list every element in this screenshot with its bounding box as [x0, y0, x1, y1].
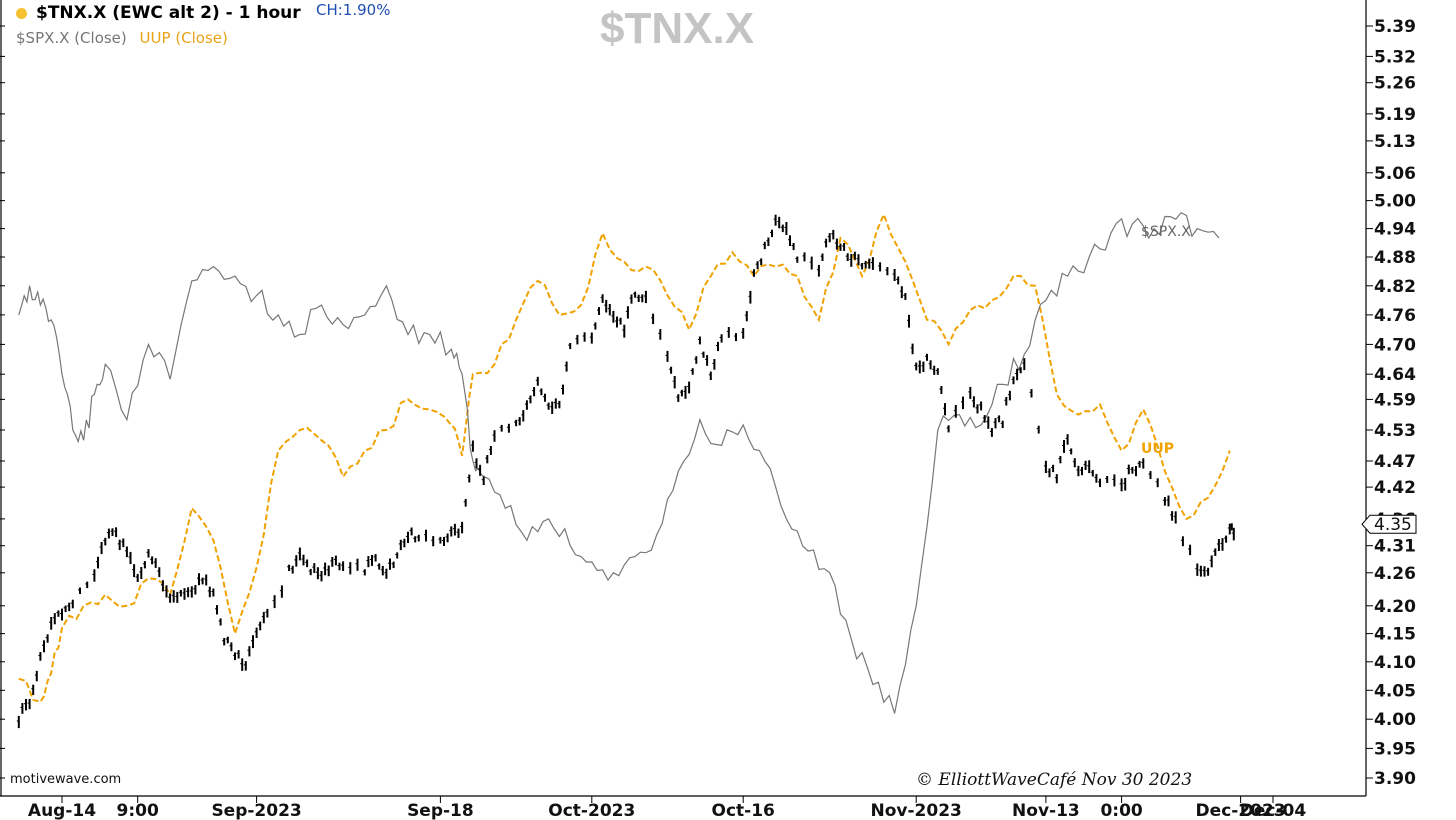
last-value-label: 4.35	[1374, 515, 1412, 535]
x-tick-label: Aug-14	[28, 801, 96, 820]
series-dot-icon	[16, 8, 27, 19]
y-tick-label: 3.95	[1374, 739, 1416, 759]
x-tick-label: Dec-04	[1240, 801, 1307, 820]
y-tick-label: 4.26	[1374, 564, 1416, 584]
y-tick-label: 5.26	[1374, 74, 1416, 94]
tnx-bars-layer	[16, 214, 1235, 729]
x-tick-label: Oct-2023	[548, 801, 635, 820]
y-tick-label: 4.59	[1374, 390, 1416, 410]
uup-end-label: UUP	[1141, 441, 1174, 457]
y-tick-label: 4.47	[1374, 452, 1416, 472]
spx-line	[18, 211, 1220, 714]
y-tick-label: 4.53	[1374, 421, 1416, 441]
spx-end-label: $SPX.X	[1141, 224, 1191, 240]
y-tick-label: 4.05	[1374, 681, 1416, 701]
x-tick-label: Nov-13	[1012, 801, 1080, 820]
x-tick-label: 9:00	[117, 801, 159, 820]
y-tick-label: 4.10	[1374, 653, 1416, 673]
legend-item-spx[interactable]: $SPX.X (Close)	[16, 29, 127, 47]
y-tick-label: 5.19	[1374, 105, 1416, 125]
uup-series-layer	[18, 211, 1231, 703]
y-tick-label: 4.76	[1374, 306, 1416, 326]
last-value-marker: 4.35	[1361, 514, 1417, 535]
y-tick-label: 4.15	[1374, 625, 1416, 645]
y-tick-label: 4.64	[1374, 365, 1416, 385]
y-axis: 5.39 5.32 5.26 5.19 5.13 5.06 5.00 4.94 4.88 4.82…	[0, 17, 1416, 789]
plot-borders	[0, 0, 1367, 797]
y-tick-label: 5.00	[1374, 192, 1416, 212]
y-tick-label: 4.20	[1374, 597, 1416, 617]
y-tick-label: 5.32	[1374, 47, 1416, 67]
y-tick-label: 3.90	[1374, 769, 1416, 789]
source-label: motivewave.com	[10, 772, 122, 787]
legend-item-uup[interactable]: UUP (Close)	[139, 29, 228, 47]
y-tick-label: 4.31	[1374, 537, 1416, 557]
y-tick-label: 4.94	[1374, 220, 1416, 240]
x-tick-label: Dec-2023	[1196, 801, 1286, 820]
chart-title: $TNX.X (EWC alt 2) - 1 hour	[36, 3, 301, 23]
y-tick-label: 5.39	[1374, 17, 1416, 37]
y-tick-label: 4.82	[1374, 277, 1416, 297]
y-tick-label: 4.70	[1374, 335, 1416, 355]
legend: $SPX.X (Close) UUP (Close)	[16, 29, 228, 47]
x-tick-label: Sep-18	[407, 801, 474, 820]
y-tick-label: 5.13	[1374, 132, 1416, 152]
spx-series-layer	[18, 211, 1220, 714]
y-tick-label: 4.42	[1374, 478, 1416, 498]
y-tick-label: 4.88	[1374, 248, 1416, 268]
uup-line	[18, 211, 1231, 703]
y-tick-label: 5.06	[1374, 164, 1416, 184]
x-tick-label: Sep-2023	[211, 801, 301, 820]
y-tick-label: 4.00	[1374, 710, 1416, 730]
change-label: CH:1.90%	[316, 1, 391, 19]
symbol-watermark: $TNX.X	[600, 4, 755, 53]
x-tick-label: Oct-16	[712, 801, 775, 820]
x-tick-label: 0:00	[1100, 801, 1142, 820]
copyright-label: © ElliottWaveCafé Nov 30 2023	[916, 770, 1193, 790]
last-value-box	[1361, 514, 1417, 534]
x-axis: Aug-14 9:00 Sep-2023 Sep-18 Oct-2023 Oct-16 No…	[28, 796, 1306, 820]
x-tick-label: Nov-2023	[871, 801, 962, 820]
